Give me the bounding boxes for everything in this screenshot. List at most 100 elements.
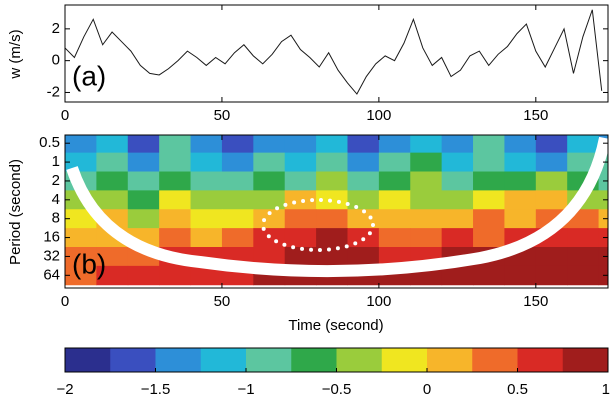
panel-label: (a) — [72, 60, 106, 91]
y-tick-label: 2 — [52, 172, 60, 189]
significance-contour — [261, 198, 375, 252]
heat-cell — [127, 152, 160, 173]
heat-cell — [190, 152, 223, 173]
heat-cell — [253, 135, 286, 154]
y-tick-label: 0 — [52, 52, 60, 69]
x-tick-label: 0 — [61, 293, 69, 310]
heat-cell — [190, 228, 223, 248]
heat-cell — [253, 171, 286, 191]
colorbar-tick-label: −2 — [56, 381, 73, 398]
y-axis-label: w (m/s) — [7, 29, 24, 79]
heat-cell — [316, 228, 348, 248]
heat-cell — [96, 246, 129, 267]
y-tick-label: 4 — [52, 191, 60, 208]
heat-cell — [284, 152, 317, 173]
heat-cell — [378, 152, 411, 173]
heat-cell — [253, 152, 286, 173]
heat-cell — [347, 246, 380, 267]
heat-cell — [316, 135, 348, 154]
heat-cell — [378, 209, 411, 229]
heat-cell — [284, 190, 317, 210]
heat-cell — [316, 246, 348, 267]
panel-label: (b) — [72, 248, 106, 279]
heat-cell — [221, 228, 254, 248]
colorbar-swatch — [200, 348, 247, 372]
plot-frame — [64, 134, 609, 289]
heat-cell — [253, 209, 286, 229]
heat-cell — [221, 190, 254, 210]
heat-cell — [410, 209, 443, 229]
colorbar-swatch — [291, 348, 337, 372]
colorbar-swatch — [336, 348, 383, 372]
heat-cell — [190, 209, 223, 229]
heat-cell — [347, 190, 380, 210]
heat-cell — [284, 209, 317, 229]
colorbar-tick-label: −0.5 — [322, 381, 352, 398]
colorbar-tick-label: −1 — [237, 381, 254, 398]
colorbar-swatch — [562, 348, 609, 372]
y-tick-label: 2 — [52, 20, 60, 37]
heat-cell — [441, 228, 474, 248]
heat-cell — [441, 190, 474, 210]
heat-cell — [504, 209, 537, 229]
colorbar-tick-label: 0 — [423, 381, 431, 398]
heat-cell — [159, 228, 192, 248]
x-tick-label: 50 — [214, 293, 231, 310]
y-tick-label: 0.5 — [39, 134, 60, 151]
heat-cell — [316, 209, 348, 229]
heat-cell — [159, 209, 192, 229]
y-axis-label: Period (second) — [7, 159, 24, 265]
heat-cell — [159, 265, 192, 286]
heat-cell — [127, 209, 160, 229]
heat-cell — [96, 152, 129, 173]
heat-cell — [410, 171, 443, 191]
heat-cell — [567, 135, 600, 154]
x-tick-label: 100 — [366, 293, 391, 310]
heat-cell — [378, 246, 411, 267]
heat-cell — [127, 190, 160, 210]
heat-cell — [190, 135, 223, 154]
heat-cell — [441, 209, 474, 229]
heat-cell — [284, 135, 317, 154]
x-tick-label: 150 — [523, 107, 548, 124]
heat-cell — [65, 135, 97, 154]
colorbar-swatch — [472, 348, 518, 372]
heat-cell — [378, 171, 411, 191]
plot-frame — [64, 4, 609, 103]
colorbar-tick-label: −1.5 — [141, 381, 171, 398]
heat-cell — [284, 246, 317, 267]
heat-cell — [441, 152, 474, 173]
heatmap — [65, 135, 608, 286]
heat-cell — [441, 265, 474, 286]
y-tick-label: -2 — [47, 83, 60, 100]
heat-cell — [159, 135, 192, 154]
y-tick-label: 16 — [43, 229, 60, 246]
y-tick-label: 32 — [43, 247, 60, 264]
heat-cell — [190, 171, 223, 191]
heat-cell — [221, 135, 254, 154]
colorbar-tick-label: 0.5 — [507, 381, 528, 398]
colorbar-swatch — [517, 348, 564, 372]
heat-cell — [378, 190, 411, 210]
heat-cell — [567, 246, 600, 267]
heat-cell — [253, 246, 286, 267]
heat-cell — [504, 190, 537, 210]
heat-cell — [159, 152, 192, 173]
colorbar-swatch — [110, 348, 156, 372]
heat-cell — [127, 135, 160, 154]
cone-of-influence — [66, 136, 608, 278]
heat-cell — [284, 171, 317, 191]
x-axis-label: Time (second) — [288, 317, 383, 334]
heat-cell — [190, 190, 223, 210]
heat-cell — [535, 152, 568, 173]
heat-cell — [190, 265, 223, 286]
heat-cell — [504, 135, 537, 154]
heat-cell — [473, 265, 505, 286]
heat-cell — [441, 135, 474, 154]
heat-cell — [284, 228, 317, 248]
heat-cell — [473, 135, 505, 154]
heat-cell — [65, 265, 97, 286]
heat-cell — [441, 171, 474, 191]
heat-cell — [159, 171, 192, 191]
